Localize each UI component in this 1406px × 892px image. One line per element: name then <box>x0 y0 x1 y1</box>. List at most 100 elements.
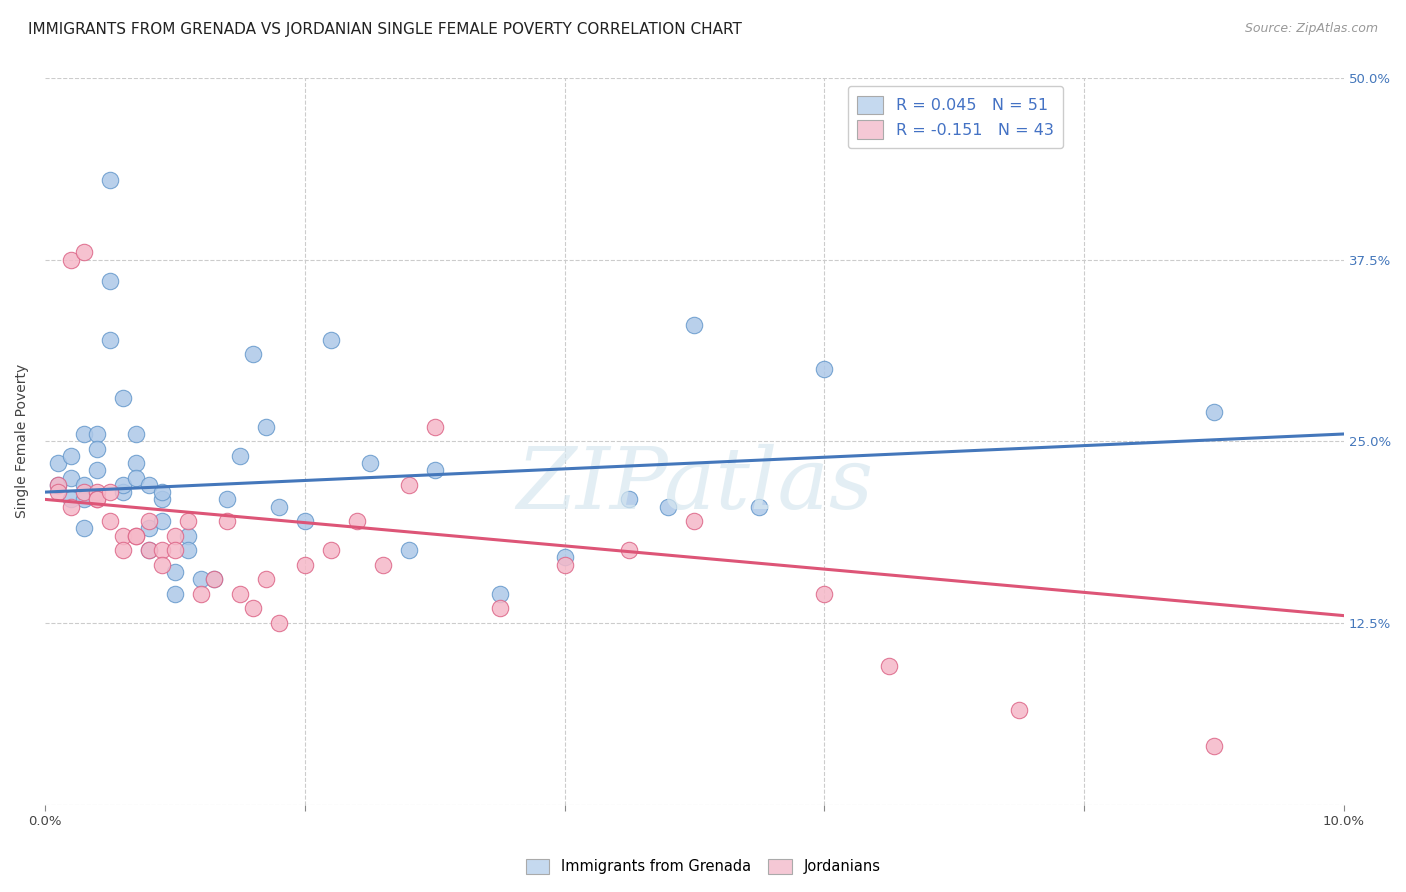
Point <box>359 456 381 470</box>
Point <box>1202 739 1225 754</box>
Point <box>86 463 108 477</box>
Point <box>98 274 121 288</box>
Point <box>371 558 394 572</box>
Point <box>138 514 160 528</box>
Point <box>163 587 186 601</box>
Text: Source: ZipAtlas.com: Source: ZipAtlas.com <box>1244 22 1378 36</box>
Point <box>125 427 148 442</box>
Point <box>229 587 252 601</box>
Point <box>488 587 510 601</box>
Point <box>657 500 679 514</box>
Point <box>190 587 212 601</box>
Point <box>254 572 277 586</box>
Point <box>163 543 186 558</box>
Point <box>125 529 148 543</box>
Point <box>98 514 121 528</box>
Point <box>111 529 134 543</box>
Point <box>73 478 96 492</box>
Point <box>125 529 148 543</box>
Point <box>111 391 134 405</box>
Point <box>877 659 900 673</box>
Point <box>683 318 706 332</box>
Point <box>150 543 173 558</box>
Text: ZIPatlas: ZIPatlas <box>516 443 873 526</box>
Point <box>163 565 186 579</box>
Point <box>46 478 69 492</box>
Point <box>1008 703 1031 717</box>
Point <box>86 485 108 500</box>
Point <box>215 514 238 528</box>
Point <box>748 500 770 514</box>
Point <box>202 572 225 586</box>
Point <box>488 601 510 615</box>
Point <box>423 419 446 434</box>
Point <box>59 449 82 463</box>
Point <box>177 514 200 528</box>
Point <box>59 470 82 484</box>
Point <box>267 615 290 630</box>
Point <box>46 478 69 492</box>
Point <box>813 361 835 376</box>
Point <box>202 572 225 586</box>
Text: IMMIGRANTS FROM GRENADA VS JORDANIAN SINGLE FEMALE POVERTY CORRELATION CHART: IMMIGRANTS FROM GRENADA VS JORDANIAN SIN… <box>28 22 742 37</box>
Point <box>59 500 82 514</box>
Point <box>242 601 264 615</box>
Point <box>150 492 173 507</box>
Point <box>46 485 69 500</box>
Point <box>46 456 69 470</box>
Point <box>215 492 238 507</box>
Point <box>319 333 342 347</box>
Point <box>267 500 290 514</box>
Point <box>346 514 368 528</box>
Point <box>1202 405 1225 419</box>
Point <box>619 543 641 558</box>
Point <box>111 485 134 500</box>
Point <box>177 543 200 558</box>
Point <box>294 514 316 528</box>
Point <box>73 521 96 535</box>
Point <box>98 172 121 186</box>
Point <box>554 558 576 572</box>
Point <box>190 572 212 586</box>
Point <box>619 492 641 507</box>
Y-axis label: Single Female Poverty: Single Female Poverty <box>15 364 30 518</box>
Point <box>59 492 82 507</box>
Point <box>86 492 108 507</box>
Point <box>150 514 173 528</box>
Point <box>73 427 96 442</box>
Point <box>242 347 264 361</box>
Legend: R = 0.045   N = 51, R = -0.151   N = 43: R = 0.045 N = 51, R = -0.151 N = 43 <box>848 86 1063 148</box>
Point <box>86 442 108 456</box>
Point <box>163 529 186 543</box>
Point <box>813 587 835 601</box>
Point <box>138 521 160 535</box>
Legend: Immigrants from Grenada, Jordanians: Immigrants from Grenada, Jordanians <box>520 853 886 880</box>
Point <box>111 478 134 492</box>
Point <box>73 485 96 500</box>
Point <box>683 514 706 528</box>
Point <box>86 427 108 442</box>
Point <box>73 492 96 507</box>
Point <box>59 252 82 267</box>
Point <box>138 543 160 558</box>
Point <box>254 419 277 434</box>
Point <box>150 558 173 572</box>
Point <box>98 485 121 500</box>
Point <box>86 492 108 507</box>
Point <box>150 485 173 500</box>
Point <box>138 543 160 558</box>
Point <box>229 449 252 463</box>
Point <box>111 543 134 558</box>
Point <box>73 245 96 260</box>
Point <box>319 543 342 558</box>
Point <box>398 478 420 492</box>
Point <box>98 333 121 347</box>
Point <box>125 470 148 484</box>
Point <box>125 456 148 470</box>
Point <box>423 463 446 477</box>
Point <box>398 543 420 558</box>
Point <box>177 529 200 543</box>
Point <box>294 558 316 572</box>
Point <box>554 550 576 565</box>
Point <box>138 478 160 492</box>
